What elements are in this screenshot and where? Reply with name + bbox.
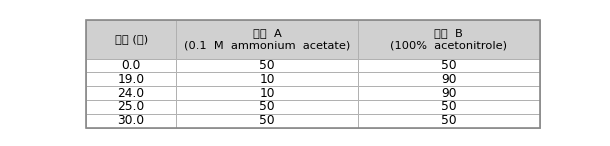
FancyBboxPatch shape: [176, 59, 358, 72]
Text: 50: 50: [259, 100, 275, 113]
FancyBboxPatch shape: [176, 114, 358, 128]
Text: 50: 50: [259, 59, 275, 72]
Text: 50: 50: [259, 114, 275, 127]
Text: 30.0: 30.0: [118, 114, 145, 127]
FancyBboxPatch shape: [85, 20, 176, 59]
FancyBboxPatch shape: [358, 72, 540, 86]
FancyBboxPatch shape: [85, 59, 176, 72]
FancyBboxPatch shape: [85, 72, 176, 86]
Text: 50: 50: [441, 114, 457, 127]
FancyBboxPatch shape: [85, 86, 176, 100]
Text: 90: 90: [441, 87, 456, 100]
Text: 19.0: 19.0: [118, 73, 145, 86]
FancyBboxPatch shape: [358, 59, 540, 72]
Text: 10: 10: [259, 73, 275, 86]
FancyBboxPatch shape: [176, 72, 358, 86]
Text: 24.0: 24.0: [118, 87, 145, 100]
Text: 10: 10: [259, 87, 275, 100]
FancyBboxPatch shape: [358, 20, 540, 59]
FancyBboxPatch shape: [358, 114, 540, 128]
Text: 90: 90: [441, 73, 456, 86]
Text: 시간 (분): 시간 (분): [115, 34, 148, 44]
Text: 용매  A
(0.1  M  ammonium  acetate): 용매 A (0.1 M ammonium acetate): [184, 28, 350, 51]
Text: 0.0: 0.0: [121, 59, 141, 72]
FancyBboxPatch shape: [176, 100, 358, 114]
FancyBboxPatch shape: [176, 20, 358, 59]
Text: 50: 50: [441, 100, 457, 113]
FancyBboxPatch shape: [358, 100, 540, 114]
Text: 25.0: 25.0: [118, 100, 145, 113]
Text: 용매  B
(100%  acetonitrole): 용매 B (100% acetonitrole): [390, 28, 508, 51]
FancyBboxPatch shape: [358, 86, 540, 100]
FancyBboxPatch shape: [85, 100, 176, 114]
FancyBboxPatch shape: [85, 114, 176, 128]
FancyBboxPatch shape: [176, 86, 358, 100]
Text: 50: 50: [441, 59, 457, 72]
